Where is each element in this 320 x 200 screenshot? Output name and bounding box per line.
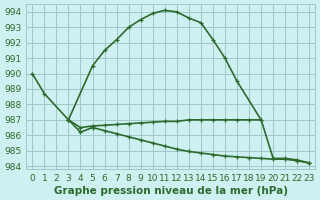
X-axis label: Graphe pression niveau de la mer (hPa): Graphe pression niveau de la mer (hPa) [54,186,288,196]
